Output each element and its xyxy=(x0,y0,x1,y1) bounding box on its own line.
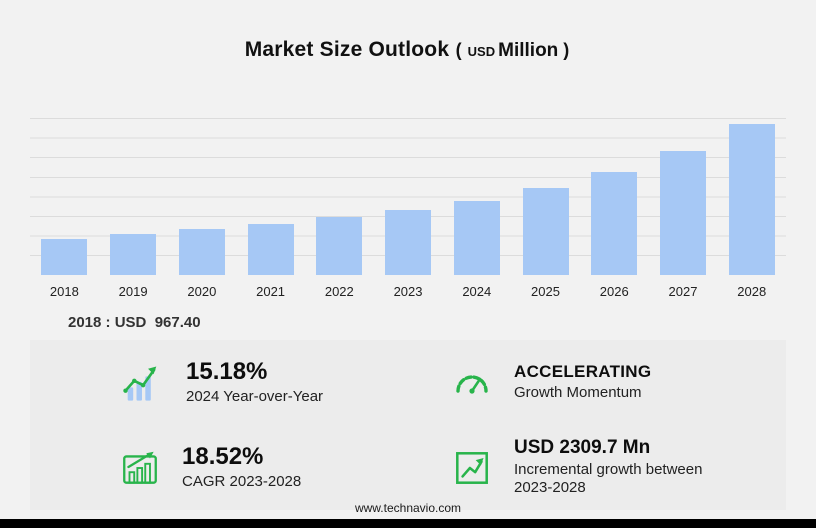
bar-2023 xyxy=(385,210,432,275)
title-unit: Million xyxy=(498,40,559,61)
title-paren-open: ( xyxy=(455,40,462,60)
bar-2026 xyxy=(591,172,638,275)
x-axis-label-2025: 2025 xyxy=(531,284,560,299)
bar-column xyxy=(30,118,99,275)
first-year-value-label: 2018 : USD 967.40 xyxy=(68,314,201,331)
x-axis-label-2019: 2019 xyxy=(118,284,148,299)
bar-2027 xyxy=(659,151,706,275)
bar-column xyxy=(580,118,649,275)
x-axis-label-2026: 2026 xyxy=(599,284,629,299)
x-axis-label-2024: 2024 xyxy=(462,284,492,299)
bar-2028 xyxy=(728,124,775,275)
bar-2020 xyxy=(178,229,225,275)
x-axis-label-2021: 2021 xyxy=(256,284,286,299)
bar-2025 xyxy=(522,188,569,275)
website-url: www.technavio.com xyxy=(354,501,462,515)
stat-cagr: 18.52% CAGR 2023-2028 xyxy=(30,425,408,510)
x-axis-label-2028: 2028 xyxy=(737,284,767,299)
x-axis-label-2022: 2022 xyxy=(324,284,354,299)
bar-2022 xyxy=(316,217,363,275)
title-unit-currency: USD xyxy=(467,44,496,59)
stat-incremental: USD 2309.7 Mn Incremental growth between… xyxy=(408,425,786,510)
bar-column xyxy=(511,118,580,275)
plot-area xyxy=(30,118,786,275)
stat-momentum: ACCELERATING Growth Momentum xyxy=(408,340,786,425)
x-axis-label-2018: 2018 xyxy=(49,284,79,299)
stat-yoy: 15.18% 2024 Year-over-Year xyxy=(30,340,408,425)
bar-column xyxy=(305,118,374,275)
stat-label: CAGR 2023-2028 xyxy=(182,472,302,490)
bar-column xyxy=(442,118,511,275)
x-axis-label-2023: 2023 xyxy=(393,284,423,299)
bar-column xyxy=(236,118,305,275)
title-paren-close: ) xyxy=(563,40,570,60)
stat-value: USD 2309.7 Mn xyxy=(514,436,651,458)
bar-2019 xyxy=(110,234,157,275)
x-axis-label-2027: 2027 xyxy=(668,284,698,299)
bar-2024 xyxy=(453,201,500,275)
bar-2021 xyxy=(247,224,294,275)
incremental-growth-icon xyxy=(450,447,494,489)
x-axis-labels: 2018 2019 2020 2021 2022 2023 2024 2025 2026 2027… xyxy=(30,284,786,299)
bar-column xyxy=(167,118,236,275)
bar-column xyxy=(99,118,168,275)
bars xyxy=(30,118,786,275)
title-text: Market Size Outlook xyxy=(244,38,450,61)
speedometer-icon xyxy=(450,363,494,403)
page-title: Market Size Outlook ( USD Million) xyxy=(0,38,816,62)
bar-chart: 2018 2019 2020 2021 2022 2023 2024 2025 2026 2027… xyxy=(30,118,786,299)
yoy-bars-icon xyxy=(118,361,166,405)
stat-label: Incremental growth between 2023-2028 xyxy=(514,460,703,497)
cagr-chart-icon xyxy=(118,447,162,489)
bar-2018 xyxy=(41,239,88,275)
footer-bar xyxy=(0,519,816,528)
stat-label: Growth Momentum xyxy=(514,383,642,401)
stat-value: 15.18% xyxy=(186,358,268,386)
stat-value: ACCELERATING xyxy=(514,362,652,382)
bar-column xyxy=(649,118,718,275)
stat-label: 2024 Year-over-Year xyxy=(186,387,324,405)
stat-value: 18.52% xyxy=(182,443,264,471)
stats-panel: 15.18% 2024 Year-over-Year ACCELERATING … xyxy=(30,340,786,510)
bar-column xyxy=(717,118,786,275)
bar-column xyxy=(374,118,443,275)
x-axis-label-2020: 2020 xyxy=(187,284,217,299)
